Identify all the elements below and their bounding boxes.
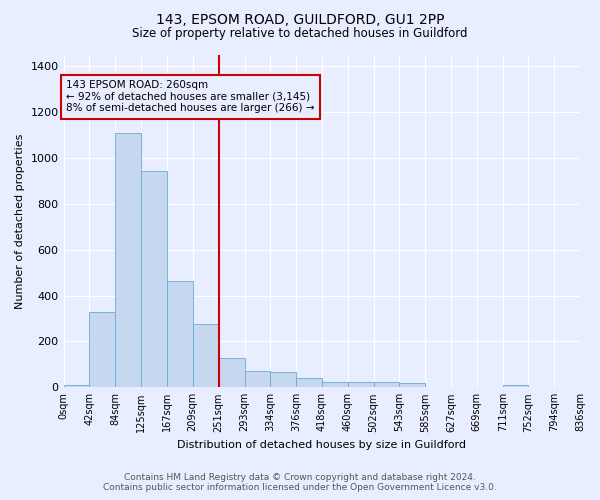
Bar [64, 385, 89, 388]
Bar [218, 358, 245, 388]
Bar [348, 382, 374, 388]
Bar [270, 372, 296, 388]
Bar [115, 133, 141, 388]
Bar [374, 382, 399, 388]
X-axis label: Distribution of detached houses by size in Guildford: Distribution of detached houses by size … [177, 440, 466, 450]
Text: 143, EPSOM ROAD, GUILDFORD, GU1 2PP: 143, EPSOM ROAD, GUILDFORD, GU1 2PP [156, 12, 444, 26]
Text: Contains HM Land Registry data © Crown copyright and database right 2024.
Contai: Contains HM Land Registry data © Crown c… [103, 473, 497, 492]
Bar [296, 378, 322, 388]
Y-axis label: Number of detached properties: Number of detached properties [15, 134, 25, 309]
Bar [245, 372, 270, 388]
Text: 143 EPSOM ROAD: 260sqm
← 92% of detached houses are smaller (3,145)
8% of semi-d: 143 EPSOM ROAD: 260sqm ← 92% of detached… [66, 80, 314, 114]
Bar [503, 385, 528, 388]
Bar [322, 382, 348, 388]
Bar [141, 170, 167, 388]
Bar [399, 382, 425, 388]
Bar [89, 312, 115, 388]
Text: Size of property relative to detached houses in Guildford: Size of property relative to detached ho… [132, 28, 468, 40]
Bar [193, 324, 218, 388]
Bar [167, 280, 193, 388]
